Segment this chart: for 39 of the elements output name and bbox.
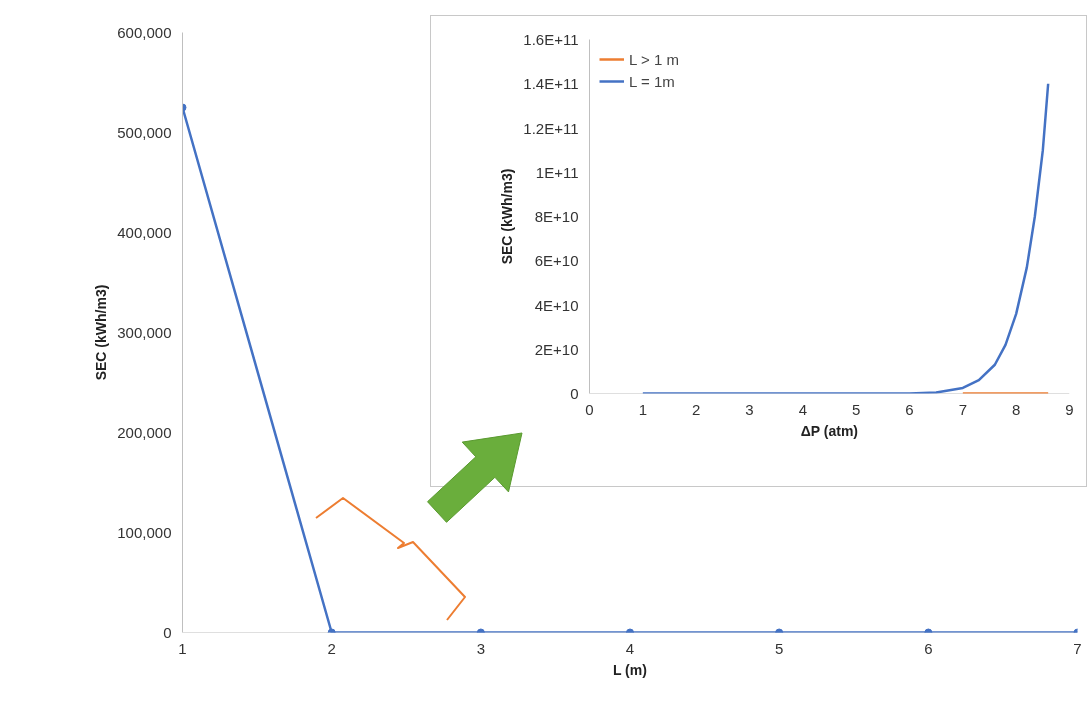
y-axis-title: SEC (kWh/m3) bbox=[93, 284, 110, 381]
x-tick-label: 7 bbox=[1073, 639, 1082, 657]
y-tick-label: 300,000 bbox=[117, 323, 172, 341]
y-tick-label: 8E+10 bbox=[534, 208, 579, 225]
x-tick-label: 2 bbox=[327, 639, 336, 657]
x-axis-title: L (m) bbox=[612, 661, 647, 678]
x-tick-label: 4 bbox=[625, 639, 635, 657]
y-tick-label: 2E+10 bbox=[534, 340, 579, 358]
y-axis-title: SEC (kWh/m3) bbox=[499, 168, 516, 265]
x-tick-label: 3 bbox=[745, 400, 754, 418]
x-axis-title: ΔP (atm) bbox=[800, 422, 859, 439]
x-tick-label: 5 bbox=[775, 639, 784, 657]
y-tick-label: 6E+10 bbox=[534, 252, 579, 270]
y-tick-label: 100,000 bbox=[117, 523, 172, 541]
y-tick-label: 600,000 bbox=[117, 23, 172, 41]
x-tick-label: 3 bbox=[476, 639, 486, 657]
x-tick-label: 1 bbox=[178, 639, 187, 657]
legend-label: L = 1m bbox=[629, 72, 675, 90]
y-tick-label: 0 bbox=[570, 385, 579, 402]
x-tick-label: 0 bbox=[585, 400, 594, 418]
y-tick-label: 200,000 bbox=[117, 423, 172, 441]
y-tick-label: 0 bbox=[163, 623, 172, 641]
x-tick-label: 8 bbox=[1012, 400, 1021, 418]
y-tick-label: 1.2E+11 bbox=[523, 119, 579, 137]
y-tick-label: 4E+10 bbox=[534, 296, 579, 314]
x-tick-label: 9 bbox=[1065, 400, 1074, 418]
x-tick-label: 5 bbox=[852, 400, 861, 418]
x-tick-label: 4 bbox=[798, 400, 808, 418]
x-tick-label: 6 bbox=[905, 400, 914, 418]
x-tick-label: 6 bbox=[924, 639, 933, 657]
y-tick-label: 1E+11 bbox=[535, 163, 579, 181]
y-tick-label: 400,000 bbox=[117, 223, 172, 241]
y-tick-label: 500,000 bbox=[117, 123, 172, 141]
x-tick-label: 2 bbox=[692, 400, 701, 418]
x-tick-label: 1 bbox=[638, 400, 648, 418]
x-tick-label: 7 bbox=[958, 400, 968, 418]
legend-label: L > 1 m bbox=[629, 50, 679, 68]
y-tick-label: 1.4E+11 bbox=[523, 75, 579, 93]
y-tick-label: 1.6E+11 bbox=[523, 31, 579, 48]
